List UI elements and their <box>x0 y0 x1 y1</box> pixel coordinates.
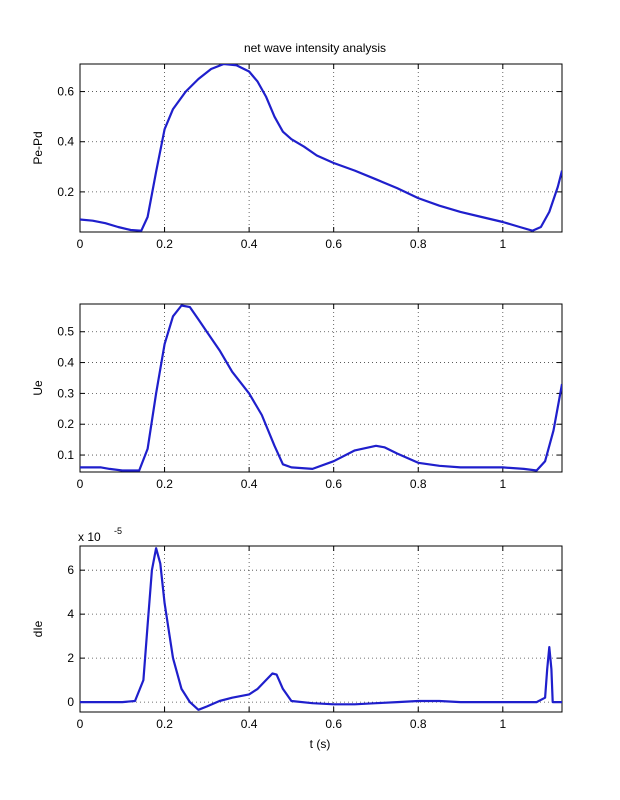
y-exponent-power: -5 <box>114 526 122 536</box>
x-axis-label: t (s) <box>310 737 331 751</box>
x-tick-label: 0.4 <box>241 477 258 491</box>
y-axis-label: dIe <box>31 620 45 637</box>
x-tick-label: 0.8 <box>410 717 427 731</box>
y-tick-label: 0.1 <box>57 448 74 462</box>
x-tick-label: 0.6 <box>325 237 342 251</box>
axes-box <box>79 545 563 713</box>
axes-box <box>79 63 563 233</box>
y-tick-label: 0.4 <box>57 135 74 149</box>
x-tick-label: 0.2 <box>156 717 173 731</box>
x-tick-label: 0.8 <box>410 477 427 491</box>
x-tick-label: 0.4 <box>241 717 258 731</box>
y-tick-label: 0.5 <box>57 325 74 339</box>
x-tick-label: 0.6 <box>325 717 342 731</box>
panel-die: 0 0.2 0.4 0.6 0.8 1 0 2 4 6 dIe x 10 -5 <box>31 526 563 731</box>
panel-ue: 0 0.2 0.4 0.6 0.8 1 0.1 0.2 0.3 0.4 0.5 Ue <box>31 303 563 491</box>
x-tick-label: 0.2 <box>156 237 173 251</box>
y-exponent-label: x 10 <box>78 530 101 544</box>
x-tick-label: 1 <box>499 717 506 731</box>
x-tick-label: 1 <box>499 477 506 491</box>
y-tick-label: 4 <box>67 607 74 621</box>
y-tick-label: 0 <box>67 695 74 709</box>
x-tick-label: 0.8 <box>410 237 427 251</box>
chart-title: net wave intensity analysis <box>244 41 386 55</box>
x-tick-label: 0.6 <box>325 477 342 491</box>
panel-pe-pd: 0 0.2 0.4 0.6 0.8 1 0.2 0.4 0.6 Pe-Pd <box>31 63 563 251</box>
y-tick-label: 0.4 <box>57 356 74 370</box>
y-tick-label: 0.3 <box>57 386 74 400</box>
y-tick-label: 6 <box>67 563 74 577</box>
series-line <box>80 64 562 232</box>
x-tick-label: 0 <box>77 717 84 731</box>
y-tick-label: 0.2 <box>57 417 74 431</box>
y-axis-label: Ue <box>31 380 45 396</box>
x-tick-label: 0.4 <box>241 237 258 251</box>
y-tick-label: 2 <box>67 651 74 665</box>
y-axis-label: Pe-Pd <box>31 131 45 164</box>
y-tick-label: 0.6 <box>57 85 74 99</box>
series-line <box>80 547 562 711</box>
x-tick-label: 0 <box>77 477 84 491</box>
series-line <box>80 304 562 472</box>
x-tick-label: 0.2 <box>156 477 173 491</box>
y-tick-label: 0.2 <box>57 185 74 199</box>
x-tick-label: 0 <box>77 237 84 251</box>
x-tick-label: 1 <box>499 237 506 251</box>
